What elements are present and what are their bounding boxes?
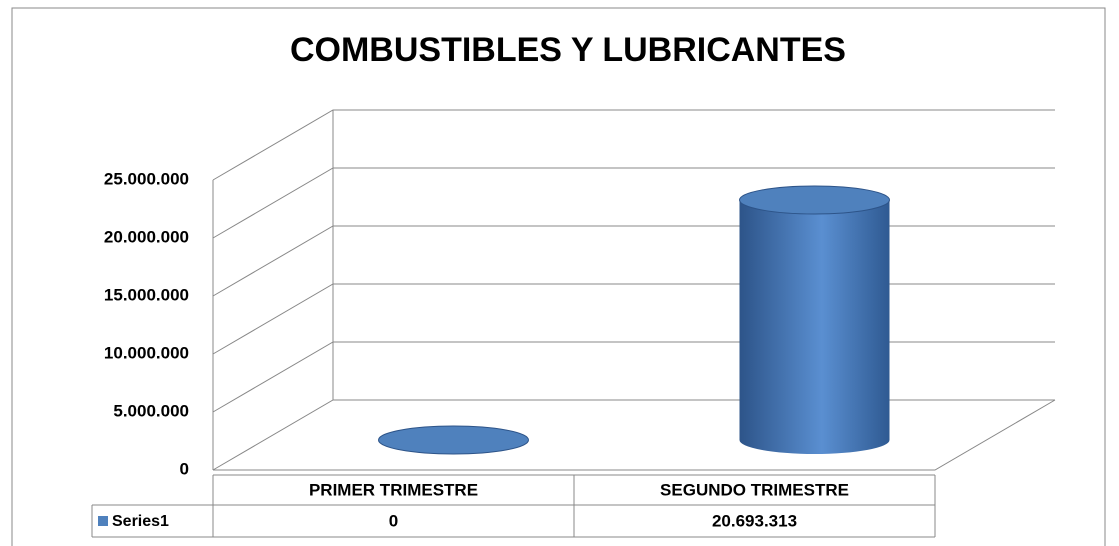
table-value: 0 bbox=[389, 511, 398, 530]
grid-line bbox=[212, 167, 1055, 239]
x-tick-label: SEGUNDO TRIMESTRE bbox=[660, 480, 849, 499]
y-tick-label: 15.000.000 bbox=[104, 285, 189, 304]
table-value: 20.693.313 bbox=[712, 511, 797, 530]
cylinder bbox=[378, 425, 529, 455]
x-tick-label: PRIMER TRIMESTRE bbox=[309, 480, 478, 499]
chart-frame bbox=[11, 7, 1106, 546]
y-tick-label: 25.000.000 bbox=[104, 169, 189, 188]
legend-key bbox=[98, 516, 108, 526]
grid-line bbox=[212, 225, 1055, 297]
chart-title: COMBUSTIBLES Y LUBRICANTES bbox=[290, 31, 846, 69]
y-tick-label: 10.000.000 bbox=[104, 343, 189, 362]
cylinder bbox=[739, 185, 890, 455]
grid-line bbox=[212, 109, 1055, 181]
y-tick-label: 20.000.000 bbox=[104, 227, 189, 246]
y-tick-label: 5.000.000 bbox=[113, 401, 189, 420]
grid-line bbox=[212, 283, 1055, 355]
legend-label: Series1 bbox=[112, 513, 169, 530]
cylinder-body bbox=[739, 199, 890, 455]
grid-line bbox=[212, 341, 1055, 413]
y-tick-label: 0 bbox=[180, 459, 189, 478]
floor bbox=[213, 399, 1056, 471]
cylinder-top bbox=[378, 425, 529, 455]
cylinder-top bbox=[739, 185, 890, 215]
grid-line bbox=[212, 399, 1055, 471]
table-lines bbox=[91, 474, 936, 538]
